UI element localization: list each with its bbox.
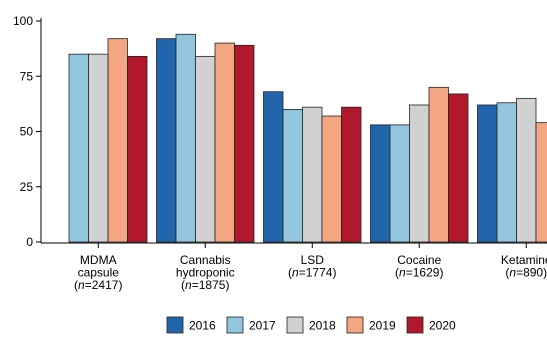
legend: 2016 2017 2018 2019 2020 — [166, 316, 456, 334]
legend-label-2016: 2016 — [189, 319, 216, 333]
category-label: LSD — [301, 253, 325, 267]
category-label: MDMA — [80, 253, 117, 267]
bar-2018-cat-2 — [302, 106, 323, 243]
legend-swatch-2020 — [406, 316, 424, 334]
bar-2020-cat-0 — [127, 55, 148, 243]
bar-2019-cat-0 — [107, 38, 128, 243]
legend-swatch-2016 — [166, 316, 184, 334]
bar-2018-cat-3 — [409, 104, 430, 243]
category-label: capsule — [78, 266, 120, 280]
legend-label-2019: 2019 — [369, 319, 396, 333]
category-sample-size: (n=2417) — [74, 278, 122, 292]
y-tick-label: 25 — [20, 180, 34, 194]
axes-layer — [40, 18, 547, 244]
bar-2017-cat-1 — [175, 33, 196, 243]
category-sample-size: (n=1875) — [181, 278, 229, 292]
y-ticks: 0 25 50 75 100 — [13, 14, 41, 249]
bar-2019-cat-3 — [428, 86, 449, 243]
bar-2018-cat-1 — [195, 55, 216, 243]
legend-swatch-2019 — [346, 316, 364, 334]
bar-2018-cat-0 — [88, 53, 109, 243]
bar-2016-cat-1 — [156, 38, 177, 243]
legend-label-2018: 2018 — [309, 319, 336, 333]
bar-2019-cat-1 — [214, 42, 235, 243]
legend-label-2020: 2020 — [429, 319, 456, 333]
category-label: Cocaine — [397, 253, 441, 267]
bar-2016-cat-3 — [370, 124, 391, 243]
category-label: Ketamine — [501, 253, 547, 267]
bar-2017-cat-4 — [496, 102, 517, 243]
legend-swatch-2018 — [286, 316, 304, 334]
category-label: Cannabis — [180, 253, 231, 267]
bar-2019-cat-4 — [535, 122, 547, 243]
bar-2017-cat-0 — [68, 53, 89, 243]
bar-2016-cat-4 — [477, 104, 498, 243]
bar-2020-cat-1 — [234, 44, 255, 243]
y-tick-label: 75 — [20, 69, 34, 83]
bar-2017-cat-3 — [389, 124, 410, 243]
bar-2016-cat-2 — [263, 91, 284, 243]
bar-2020-cat-3 — [448, 93, 469, 243]
bar-2017-cat-2 — [282, 109, 303, 243]
legend-label-2017: 2017 — [249, 319, 276, 333]
bar-2019-cat-2 — [321, 115, 342, 243]
category-labels: MDMAcapsule(n=2417)Cannabishydroponic(n=… — [74, 243, 547, 292]
y-tick-label: 50 — [20, 125, 34, 139]
bar-2020-cat-2 — [341, 106, 362, 243]
category-sample-size: (n=1629) — [395, 266, 443, 280]
category-sample-size: (n=1774) — [288, 266, 336, 280]
y-tick-label: 0 — [26, 235, 33, 249]
category-sample-size: (n=890) — [505, 266, 547, 280]
legend-swatch-2017 — [226, 316, 244, 334]
bars-layer — [68, 33, 547, 243]
category-label: hydroponic — [176, 266, 235, 280]
y-tick-label: 100 — [13, 14, 33, 28]
bar-2018-cat-4 — [516, 97, 537, 243]
